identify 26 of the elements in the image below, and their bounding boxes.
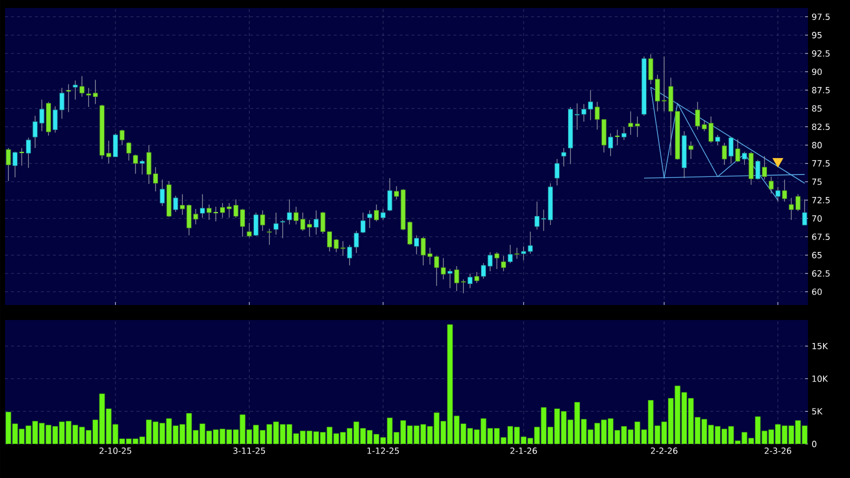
y-tick-label: 0 xyxy=(812,440,816,448)
y-tick-label: 95 xyxy=(812,32,822,38)
y-tick-label: 75 xyxy=(812,178,822,185)
y-tick-label: 5K xyxy=(812,408,823,415)
y-tick-label: 90 xyxy=(812,68,822,75)
y-tick-label: 65 xyxy=(812,252,822,258)
y-tick-label: 70 xyxy=(812,215,822,222)
y-tick-label: 15K xyxy=(812,342,828,350)
y-tick-label: 72.5 xyxy=(812,196,830,204)
x-tick-label: 2-3-26 xyxy=(764,448,792,454)
y-tick-label: 10K xyxy=(812,376,828,382)
x-tick-label: 3-11-25 xyxy=(233,448,266,454)
y-tick-label: 60 xyxy=(812,288,822,295)
y-tick-label: 67.5 xyxy=(812,234,830,240)
y-tick-label: 92.5 xyxy=(812,50,830,57)
y-tick-label: 80 xyxy=(812,142,822,148)
y-tick-label: 77.5 xyxy=(812,160,830,167)
y-tick-label: 82.5 xyxy=(812,124,830,130)
y-tick-label: 87.5 xyxy=(812,86,830,94)
x-tick-label: 2-10-25 xyxy=(100,448,132,454)
x-tick-label: 2-2-26 xyxy=(650,448,678,454)
x-tick-label: 2-1-26 xyxy=(510,448,537,454)
y-tick-label: 85 xyxy=(812,105,822,112)
y-tick-label: 62.5 xyxy=(812,270,830,277)
y-tick-label: 97.5 xyxy=(812,14,830,20)
x-tick-label: 1-12-25 xyxy=(368,448,399,454)
